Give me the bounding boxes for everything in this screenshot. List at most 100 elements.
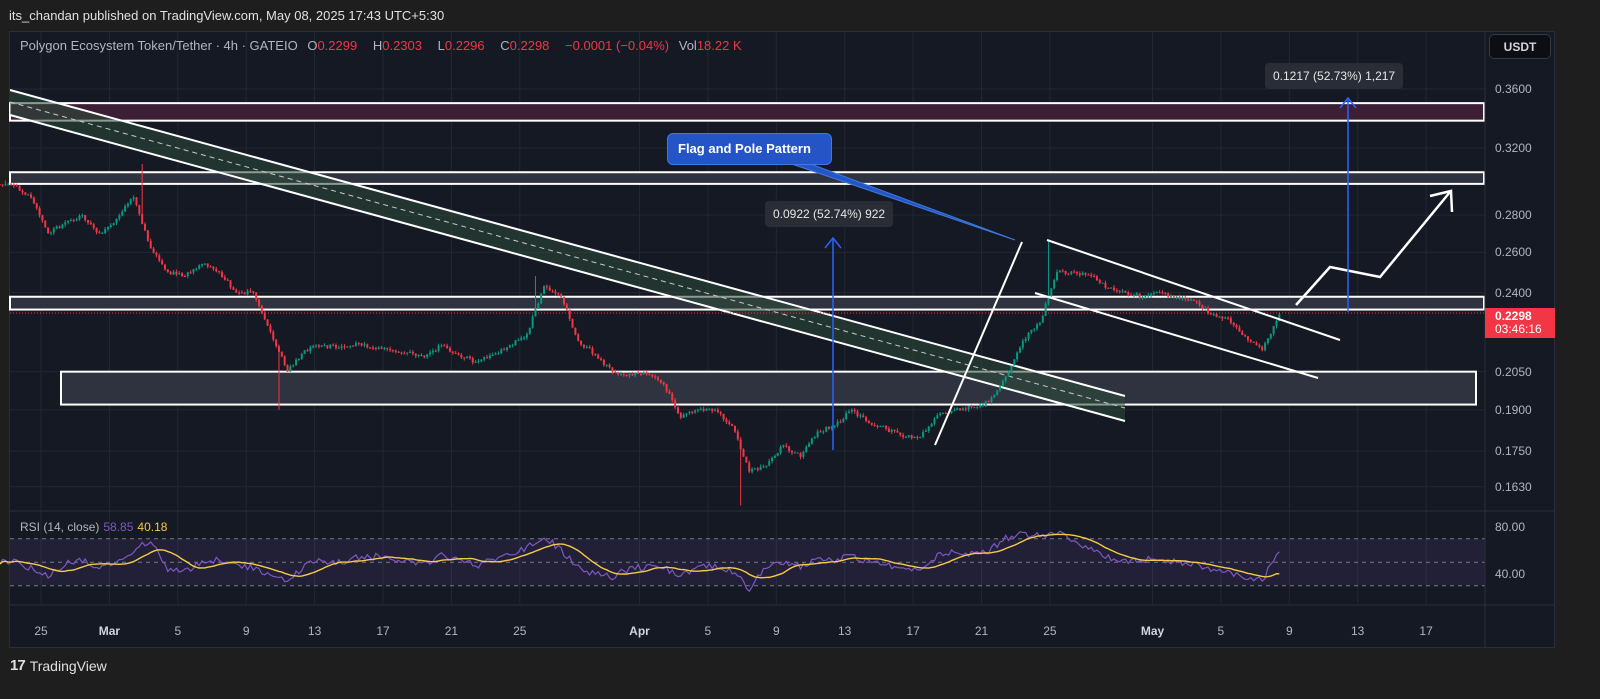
arrow-up-icon: [824, 236, 842, 249]
candle-body: [953, 409, 956, 412]
candle-body: [104, 229, 107, 233]
candle-body: [30, 194, 33, 198]
candle-body: [939, 413, 942, 416]
candle-body: [745, 456, 748, 463]
candle-body: [121, 211, 124, 216]
candle-body: [964, 408, 967, 410]
candle-body: [255, 292, 258, 300]
price-tick: 0.2600: [1495, 245, 1532, 260]
projection-path[interactable]: [1295, 191, 1451, 306]
time-tick: Apr: [629, 624, 650, 638]
candle-body: [1030, 329, 1033, 333]
candle-body: [676, 407, 679, 414]
candle-body: [500, 349, 503, 354]
arrow-up-icon: [1339, 96, 1357, 109]
channel-lower-line[interactable]: [9, 114, 1126, 422]
candle-body: [1041, 315, 1044, 323]
candle-body: [1189, 299, 1192, 301]
candle-body: [839, 421, 842, 423]
candle-body: [124, 206, 127, 212]
candle-body: [354, 343, 357, 346]
candle-body: [252, 291, 255, 293]
candle-body: [1192, 299, 1195, 301]
candle-body: [993, 394, 996, 398]
candle-body: [1093, 276, 1096, 278]
descending-channel[interactable]: [9, 89, 1126, 422]
symbol-title[interactable]: Polygon Ecosystem Token/Tether · 4h · GA…: [20, 38, 298, 53]
candle-body: [1252, 341, 1255, 343]
candle-body: [434, 350, 437, 352]
candle-body: [1227, 317, 1230, 319]
candle-body: [1073, 271, 1076, 273]
rsi-title[interactable]: RSI (14, close): [20, 520, 100, 534]
candle-body: [238, 292, 241, 294]
candle-body: [1124, 290, 1127, 293]
pole-line[interactable]: [934, 241, 1023, 446]
footer-brand[interactable]: 17 TradingView: [10, 657, 107, 674]
candle-body: [471, 358, 474, 363]
candle-body: [520, 337, 523, 340]
candle-body: [508, 345, 511, 348]
candle-body: [790, 451, 793, 453]
candle-body: [1138, 293, 1141, 298]
currency-button[interactable]: USDT: [1489, 34, 1551, 59]
candle-body: [562, 296, 565, 305]
candle-body: [429, 352, 432, 355]
candle-body: [887, 428, 890, 432]
candle-body: [349, 345, 352, 347]
measure-arrow-1[interactable]: [824, 236, 842, 450]
candle-body: [312, 346, 315, 348]
measure-arrow-2[interactable]: [1339, 96, 1357, 312]
candle-body: [340, 346, 343, 348]
candle-body: [990, 397, 993, 402]
candle-body: [84, 215, 87, 221]
flag-pole-callout[interactable]: Flag and Pole Pattern: [667, 133, 832, 165]
zone-rect: [9, 171, 1485, 185]
price-tick: 0.2400: [1495, 285, 1532, 300]
candle-body: [893, 429, 896, 431]
time-tick: 25: [1043, 624, 1057, 638]
candle-body: [81, 215, 84, 217]
measure-label-2[interactable]: 0.1217 (52.73%) 1,217: [1265, 63, 1404, 89]
candle-body: [269, 325, 272, 332]
candle-body: [1038, 322, 1041, 325]
measure-label-1[interactable]: 0.0922 (52.74%) 922: [765, 201, 894, 227]
candle-body: [315, 345, 318, 347]
candle-body: [1127, 292, 1130, 295]
candle-body: [1272, 326, 1275, 334]
candle-body: [275, 339, 278, 347]
candle-body: [138, 205, 141, 214]
candle-body: [788, 446, 791, 452]
candle-body: [961, 408, 964, 411]
candle-body: [1195, 300, 1198, 302]
candle-body: [258, 299, 261, 306]
flag-upper-line[interactable]: [1046, 239, 1341, 341]
candle-body: [885, 425, 888, 429]
candle-body: [411, 351, 414, 354]
rsi-pane[interactable]: [0, 530, 1485, 593]
candle-body: [651, 374, 654, 377]
candle-body: [146, 230, 149, 241]
candle-body: [759, 466, 762, 471]
candle-body: [1050, 288, 1053, 296]
candle-body: [352, 345, 355, 347]
time-tick: 25: [34, 624, 48, 638]
candle-body: [158, 255, 161, 261]
candle-body: [47, 227, 50, 234]
candle-body: [1187, 299, 1190, 301]
candle-body: [1, 184, 4, 186]
candle-body: [733, 425, 736, 432]
candle-body: [286, 364, 289, 372]
flag-lower-line[interactable]: [1034, 292, 1319, 379]
candle-body: [67, 220, 70, 223]
candle-body: [1181, 297, 1184, 299]
time-tick: 25: [513, 624, 527, 638]
candle-body: [141, 213, 144, 225]
low-value: 0.2296: [444, 38, 485, 53]
top-bar: its_chandan published on TradingView.com…: [0, 0, 1600, 31]
candle-body: [1246, 336, 1249, 341]
last-price-value: 0.2298: [1495, 309, 1532, 323]
channel-upper-line[interactable]: [9, 89, 1126, 397]
candle-body: [223, 277, 226, 280]
